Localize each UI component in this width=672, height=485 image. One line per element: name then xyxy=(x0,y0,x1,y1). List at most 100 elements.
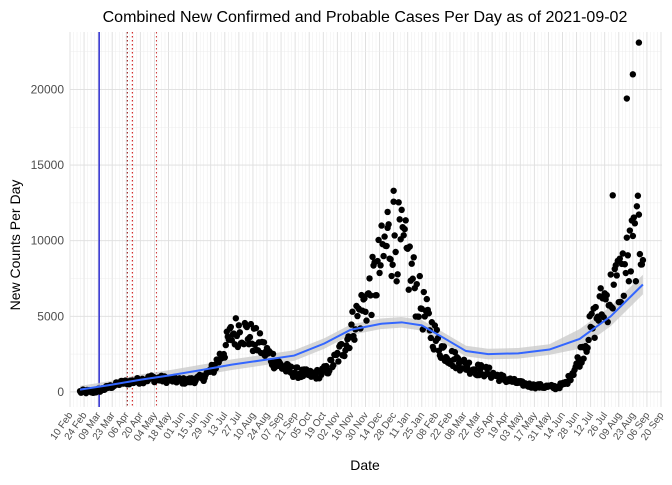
data-point xyxy=(227,323,235,331)
data-point xyxy=(236,329,244,336)
data-point xyxy=(430,346,438,353)
data-point xyxy=(609,305,616,312)
data-point xyxy=(485,364,493,371)
data-point xyxy=(592,303,599,311)
data-point xyxy=(588,310,595,317)
data-point xyxy=(635,39,643,46)
data-point xyxy=(222,341,229,349)
data-point xyxy=(362,308,369,316)
data-point xyxy=(235,322,243,329)
data-point xyxy=(363,317,370,324)
data-point xyxy=(636,250,644,258)
data-point xyxy=(293,364,301,371)
data-point xyxy=(388,272,395,280)
data-point xyxy=(415,313,422,320)
data-point xyxy=(318,371,325,379)
data-point xyxy=(380,252,387,260)
data-point xyxy=(619,250,627,257)
data-point xyxy=(401,225,408,233)
data-point xyxy=(413,280,420,288)
data-point xyxy=(330,361,337,369)
data-point xyxy=(287,363,295,370)
data-point xyxy=(629,232,637,240)
data-point xyxy=(396,216,403,223)
data-point xyxy=(624,252,632,259)
y-axis-label: New Counts Per Day xyxy=(7,180,23,311)
data-point xyxy=(635,211,643,218)
data-point xyxy=(221,354,228,361)
data-point xyxy=(632,278,640,285)
data-point xyxy=(381,233,388,240)
data-point xyxy=(328,356,335,364)
data-point xyxy=(471,366,479,373)
data-point xyxy=(427,334,435,342)
y-tick-label: 15000 xyxy=(31,158,65,172)
data-point xyxy=(385,221,392,228)
data-point xyxy=(451,349,459,356)
data-point xyxy=(395,199,402,206)
data-point xyxy=(595,317,602,324)
data-point xyxy=(367,292,374,299)
data-point xyxy=(354,312,361,320)
data-point xyxy=(335,358,342,365)
data-point xyxy=(400,232,407,239)
data-point xyxy=(375,236,382,244)
data-point xyxy=(633,203,641,210)
data-point xyxy=(348,321,355,328)
data-point xyxy=(390,198,397,205)
data-point xyxy=(376,269,383,277)
data-point xyxy=(585,336,592,344)
data-point xyxy=(420,288,427,296)
data-point xyxy=(377,262,384,269)
data-point xyxy=(580,355,587,362)
data-point xyxy=(627,268,635,275)
data-point xyxy=(232,315,240,322)
data-point xyxy=(623,234,631,241)
data-point xyxy=(346,344,353,352)
data-point xyxy=(631,220,639,227)
data-point xyxy=(378,222,385,229)
data-point xyxy=(391,232,398,239)
data-point xyxy=(398,206,405,214)
data-points xyxy=(76,39,647,397)
data-point xyxy=(389,261,396,268)
data-point xyxy=(368,311,375,319)
data-point xyxy=(387,256,394,263)
y-tick-label: 5000 xyxy=(37,309,64,323)
data-point xyxy=(591,334,598,341)
data-point xyxy=(433,326,441,334)
data-point xyxy=(246,333,254,341)
data-point xyxy=(256,330,264,337)
data-point xyxy=(629,71,637,78)
data-point xyxy=(402,217,409,224)
reference-lines xyxy=(98,32,157,407)
y-tick-label: 0 xyxy=(57,385,64,399)
data-point xyxy=(416,272,423,280)
data-point xyxy=(393,278,400,285)
data-point xyxy=(600,313,607,321)
data-point xyxy=(334,349,341,357)
data-point xyxy=(465,359,473,366)
data-point xyxy=(584,344,591,352)
chart-title: Combined New Confirmed and Probable Case… xyxy=(103,9,628,26)
data-point xyxy=(252,324,260,332)
data-point xyxy=(625,278,633,285)
data-point xyxy=(341,352,348,360)
data-point xyxy=(603,291,610,299)
data-point xyxy=(613,272,620,279)
data-point xyxy=(240,340,248,348)
data-point xyxy=(405,286,412,293)
data-point xyxy=(425,310,433,317)
data-point xyxy=(626,227,634,234)
data-point xyxy=(351,336,358,343)
data-point xyxy=(607,271,614,278)
data-point xyxy=(623,95,631,102)
data-point xyxy=(597,285,604,292)
x-axis-label: Date xyxy=(350,457,380,473)
smooth-line xyxy=(79,283,644,391)
data-point xyxy=(369,253,376,261)
data-point xyxy=(323,362,330,370)
data-point xyxy=(622,269,630,277)
data-point xyxy=(392,248,399,256)
